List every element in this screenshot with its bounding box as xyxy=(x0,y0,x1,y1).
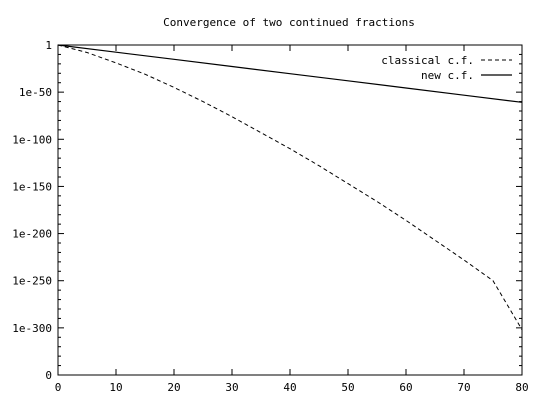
y-tick-label: 1e-150 xyxy=(12,180,52,193)
y-tick-label: 1e-250 xyxy=(12,275,52,288)
chart-title: Convergence of two continued fractions xyxy=(163,16,415,29)
y-tick-label: 1e-50 xyxy=(19,86,52,99)
x-tick-label: 20 xyxy=(167,381,180,394)
y-tick-label: 1 xyxy=(45,39,52,52)
x-tick-label: 50 xyxy=(341,381,354,394)
legend-label: classical c.f. xyxy=(381,54,474,67)
y-tick-label: 0 xyxy=(45,369,52,382)
x-tick-label: 0 xyxy=(55,381,62,394)
series-line-new xyxy=(57,44,523,103)
series-layer xyxy=(57,44,523,330)
x-tick-label: 10 xyxy=(109,381,122,394)
series-line-classical xyxy=(57,44,523,330)
x-tick-label: 70 xyxy=(457,381,470,394)
x-tick-label: 80 xyxy=(515,381,528,394)
legend: classical c.f. new c.f. xyxy=(381,54,512,82)
plot-frame xyxy=(57,44,523,376)
y-tick-label: 1e-300 xyxy=(12,322,52,335)
legend-label: new c.f. xyxy=(421,69,474,82)
y-tick-label: 1e-200 xyxy=(12,228,52,241)
y-axis: 1 1e-50 1e-100 1e-150 1e-200 1e-250 1e-300 0 xyxy=(12,39,522,382)
x-axis: 0 10 20 30 40 50 60 70 80 xyxy=(55,45,529,394)
x-tick-label: 60 xyxy=(399,381,412,394)
x-tick-label: 40 xyxy=(283,381,296,394)
x-tick-label: 30 xyxy=(225,381,238,394)
y-tick-label: 1e-100 xyxy=(12,133,52,146)
